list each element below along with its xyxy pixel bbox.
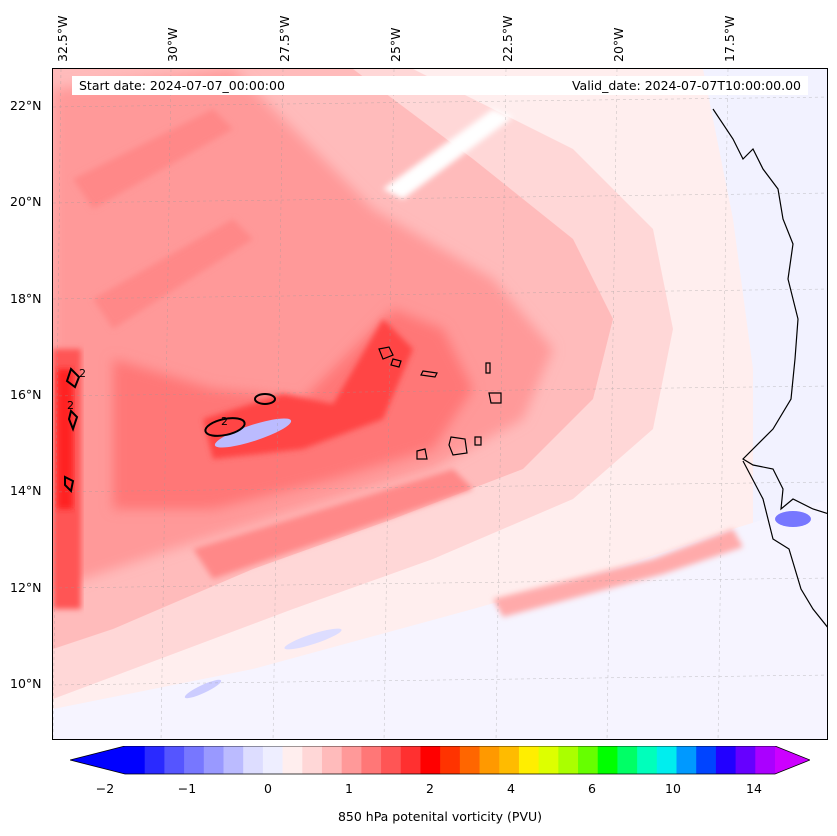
colorbar-swatch xyxy=(282,746,303,774)
colorbar-over-arrow xyxy=(775,746,810,774)
lon-label-22.5W: 22.5°W xyxy=(500,15,515,62)
lon-label-20W: 20°W xyxy=(611,27,626,62)
colorbar-swatch xyxy=(400,746,421,774)
date-info-box: Start date: 2024-07-07_00:00:00 Valid_da… xyxy=(72,76,808,95)
pv-streak-2 xyxy=(93,219,253,329)
colorbar-swatch xyxy=(243,746,264,774)
lat-label-10N: 10°N xyxy=(10,676,42,691)
colorbar-outline xyxy=(70,746,810,775)
neutral-region-south xyxy=(53,499,827,739)
colorbar-tick-label: 0 xyxy=(264,781,272,796)
pv-negative-spot xyxy=(214,418,292,448)
lon-label-30W: 30°W xyxy=(165,27,180,62)
pv-negative-spot xyxy=(775,511,811,527)
lat-label-18N: 18°N xyxy=(10,291,42,306)
lat-label-12N: 12°N xyxy=(10,580,42,595)
start-date-text: Start date: 2024-07-07_00:00:00 xyxy=(79,78,285,93)
colorbar-swatch xyxy=(597,746,618,774)
pv-2-contours xyxy=(64,367,276,494)
pv-negative-spot xyxy=(184,679,222,699)
africa-coastline xyxy=(712,108,827,628)
colorbar-swatch xyxy=(125,746,146,774)
colorbar-swatch xyxy=(637,746,658,774)
colorbar-swatch xyxy=(164,746,185,774)
colorbar-tick-label: 14 xyxy=(746,781,762,796)
colorbar-swatch xyxy=(440,746,461,774)
colorbar-swatch xyxy=(755,746,776,774)
colorbar-swatch xyxy=(715,746,737,774)
lat-label-14N: 14°N xyxy=(10,483,42,498)
pv-streak-1 xyxy=(73,109,233,209)
lat-label-22N: 22°N xyxy=(10,98,42,113)
pv-field: 2 2 2 xyxy=(53,69,827,739)
colorbar-tick-label: 4 xyxy=(507,781,515,796)
colorbar-swatch xyxy=(420,746,441,774)
lat-label-20N: 20°N xyxy=(10,194,42,209)
cape-verde-islands xyxy=(378,346,502,460)
lon-label-25W: 25°W xyxy=(388,27,403,62)
colorbar-swatch xyxy=(617,746,638,774)
colorbar-swatch xyxy=(518,746,540,774)
colorbar-tick-label: 2 xyxy=(426,781,434,796)
lon-label-17.5W: 17.5°W xyxy=(722,15,737,62)
contour-label: 2 xyxy=(79,367,86,380)
colorbar xyxy=(70,746,810,775)
pv-west-strip-core xyxy=(57,369,73,509)
colorbar-swatch xyxy=(302,746,323,774)
pv-white-streak xyxy=(383,109,513,199)
colorbar-label: 850 hPa potenital vorticity (PVU) xyxy=(337,809,543,824)
colorbar-swatch xyxy=(558,746,579,774)
lon-label-32.5W: 32.5°W xyxy=(55,15,70,62)
lon-label-27.5W: 27.5°W xyxy=(277,15,292,62)
colorbar-swatch xyxy=(696,746,717,774)
colorbar-swatch xyxy=(735,746,756,774)
colorbar-swatch xyxy=(578,746,599,774)
colorbar-tick-label: 1 xyxy=(345,781,353,796)
graticule xyxy=(53,69,827,739)
colorbar-swatch xyxy=(361,746,382,774)
valid-date-text: Valid_date: 2024-07-07T10:00:00.00 xyxy=(571,78,801,93)
colorbar-swatch xyxy=(321,746,343,774)
colorbar-swatch xyxy=(676,746,697,774)
colorbar-swatch xyxy=(538,746,559,774)
colorbar-swatch xyxy=(223,746,244,774)
colorbar-tick-label: 6 xyxy=(588,781,596,796)
lat-label-16N: 16°N xyxy=(10,387,42,402)
colorbar-tick-label: −2 xyxy=(95,781,115,796)
colorbar-swatch xyxy=(341,746,362,774)
colorbar-under-arrow xyxy=(70,746,125,774)
colorbar-swatch xyxy=(184,746,205,774)
contour-label: 2 xyxy=(67,399,74,412)
colorbar-tick-label: −1 xyxy=(177,781,197,796)
colorbar-swatch xyxy=(144,746,165,774)
colorbar-swatch xyxy=(203,746,224,774)
colorbar-swatch xyxy=(479,746,500,774)
pv-streak-3 xyxy=(193,469,473,579)
colorbar-swatch xyxy=(499,746,520,774)
colorbar-swatch xyxy=(656,746,678,774)
colorbar-tick-label: 10 xyxy=(665,781,681,796)
pv-negative-spot xyxy=(284,628,342,650)
contour-label: 2 xyxy=(221,415,228,428)
colorbar-swatch xyxy=(381,746,402,774)
pv-map: 2 2 2 xyxy=(52,68,828,740)
colorbar-swatch xyxy=(459,746,481,774)
pv-streak-east xyxy=(493,529,743,617)
colorbar-swatch xyxy=(262,746,284,774)
